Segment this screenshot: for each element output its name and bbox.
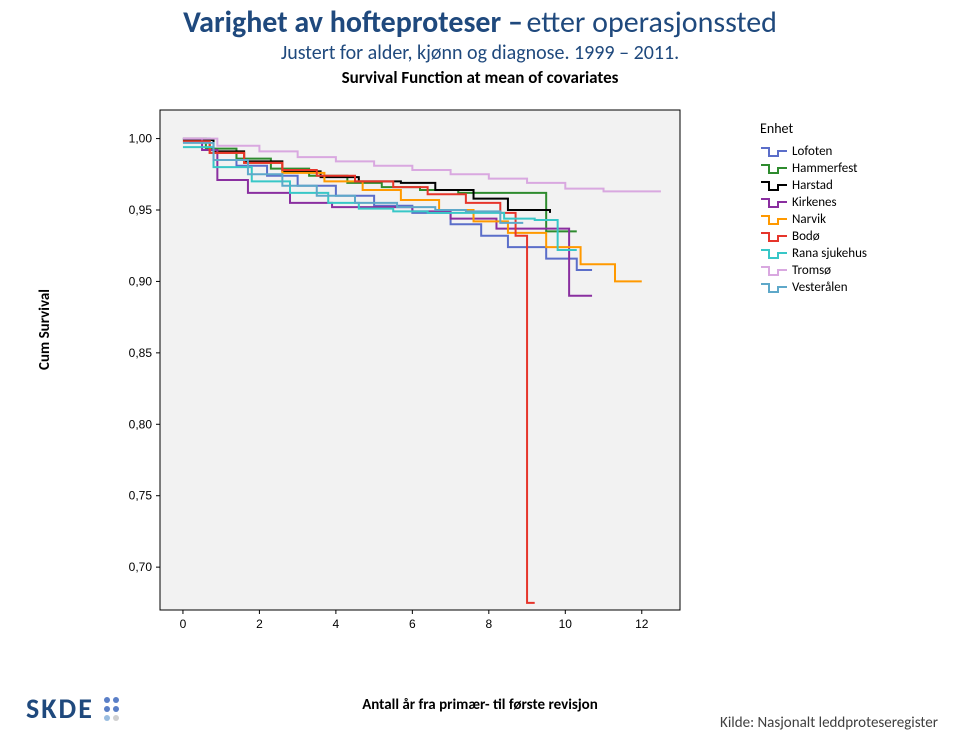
skde-logo: SKDE <box>26 691 119 726</box>
legend-swatch-icon <box>760 197 788 209</box>
legend-label: Bodø <box>792 229 820 244</box>
svg-text:0,95: 0,95 <box>129 203 153 217</box>
legend-label: Tromsø <box>792 263 831 278</box>
legend-swatch-icon <box>760 231 788 243</box>
chart-area: 0,70 0,75 0,80 0,85 0,90 0,95 1,00 0 2 4 6 8 10 12 <box>110 100 850 660</box>
title-block: Varighet av hofteproteser – etter operas… <box>0 0 960 65</box>
legend-label: Kirkenes <box>792 195 837 210</box>
legend-item: Vesterålen <box>760 279 867 296</box>
y-axis-label: Cum Survival <box>36 289 54 370</box>
svg-text:4: 4 <box>333 617 340 631</box>
legend-item: Hammerfest <box>760 160 867 177</box>
legend-item: Kirkenes <box>760 194 867 211</box>
legend-swatch-icon <box>760 146 788 158</box>
legend-label: Narvik <box>792 212 826 227</box>
svg-text:8: 8 <box>485 617 492 631</box>
logo-dot <box>104 706 110 712</box>
title-part-a: Varighet av hofteproteser – <box>183 4 523 41</box>
legend-swatch-icon <box>760 180 788 192</box>
legend-label: Vesterålen <box>792 280 848 295</box>
svg-text:2: 2 <box>256 617 263 631</box>
legend-swatch-icon <box>760 248 788 260</box>
legend-label: Harstad <box>792 178 833 193</box>
svg-text:6: 6 <box>409 617 416 631</box>
legend-item: Lofoten <box>760 143 867 160</box>
logo-dot <box>104 697 110 703</box>
legend-swatch-icon <box>760 214 788 226</box>
logo-dots-icon <box>104 697 119 721</box>
legend-swatch-icon <box>760 265 788 277</box>
x-axis-label: Antall år fra primær- til første revisjo… <box>0 696 960 714</box>
legend-swatch-icon <box>760 282 788 294</box>
svg-text:0,75: 0,75 <box>129 489 153 503</box>
logo-dot <box>113 706 119 712</box>
logo-text: SKDE <box>26 691 94 726</box>
logo-dot <box>113 715 119 721</box>
legend-title: Enhet <box>760 120 867 137</box>
svg-text:0,70: 0,70 <box>129 560 153 574</box>
logo-dot <box>104 715 110 721</box>
svg-text:0: 0 <box>180 617 187 631</box>
logo-dot <box>113 697 119 703</box>
legend-item: Tromsø <box>760 262 867 279</box>
svg-text:0,80: 0,80 <box>129 417 153 431</box>
title-part-b: etter operasjonssted <box>527 4 777 41</box>
legend-item: Harstad <box>760 177 867 194</box>
legend-swatch-icon <box>760 163 788 175</box>
subtitle: Justert for alder, kjønn og diagnose. 19… <box>0 41 960 65</box>
svg-text:10: 10 <box>559 617 573 631</box>
legend-item: Narvik <box>760 211 867 228</box>
survival-chart: 0,70 0,75 0,80 0,85 0,90 0,95 1,00 0 2 4 6 8 10 12 <box>110 100 850 660</box>
legend-label: Rana sjukehus <box>792 246 867 261</box>
svg-text:12: 12 <box>635 617 649 631</box>
legend-item: Rana sjukehus <box>760 245 867 262</box>
svg-text:1,00: 1,00 <box>129 132 153 146</box>
legend: Enhet Lofoten Hammerfest Harstad Kirkenes Na… <box>760 120 867 296</box>
legend-item: Bodø <box>760 228 867 245</box>
legend-label: Lofoten <box>792 144 832 159</box>
svg-text:0,85: 0,85 <box>129 346 153 360</box>
chart-title: Survival Function at mean of covariates <box>0 67 960 88</box>
svg-text:0,90: 0,90 <box>129 274 153 288</box>
legend-label: Hammerfest <box>792 161 858 176</box>
source-label: Kilde: Nasjonalt leddproteseregister <box>720 714 938 732</box>
